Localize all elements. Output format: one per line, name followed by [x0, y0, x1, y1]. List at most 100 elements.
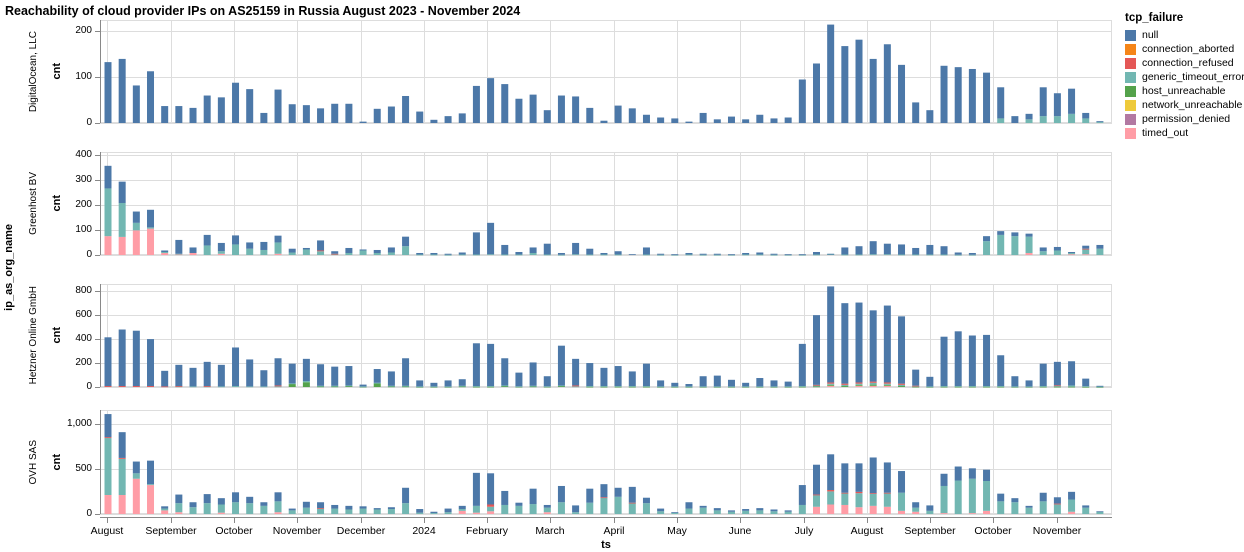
bar-segment-host_unreachable	[883, 384, 891, 386]
bar-segment-null	[572, 96, 580, 123]
y-tick-label: 400	[75, 333, 92, 345]
bar-segment-host_unreachable	[458, 386, 466, 388]
row-label-ovh-sas: OVH SAS	[26, 410, 40, 514]
bar-segment-generic_timeout_error	[1082, 249, 1090, 255]
bar-segment-generic_timeout_error	[175, 503, 183, 513]
bar-segment-generic_timeout_error	[572, 254, 580, 256]
bar-segment-null	[713, 375, 721, 387]
bar-segment-null	[586, 488, 594, 503]
bar-segment-null	[260, 112, 268, 123]
legend: tcp_failure null connection_aborted connec…	[1125, 12, 1244, 142]
bar-segment-generic_timeout_error	[926, 386, 934, 388]
legend-item-connection-aborted: connection_aborted	[1125, 44, 1243, 55]
bar-segment-generic_timeout_error	[458, 509, 466, 511]
bar-segment-connection_refused	[827, 382, 835, 384]
bar-segment-timed_out	[487, 511, 495, 514]
bar-segment-null	[841, 303, 849, 384]
bar-segment-null	[515, 98, 523, 123]
bar-segment-null	[1039, 492, 1047, 502]
bar-segment-null	[586, 107, 594, 123]
bar-segment-generic_timeout_error	[302, 381, 310, 383]
bar-segment-timed_out	[132, 478, 140, 514]
bar-segment-timed_out	[161, 510, 169, 514]
bar-segment-generic_timeout_error	[331, 385, 339, 387]
bar-segment-generic_timeout_error	[898, 254, 906, 256]
legend-item-connection-refused: connection_refused	[1125, 58, 1243, 69]
x-tick-label: February	[465, 525, 509, 537]
bar-segment-null	[600, 120, 608, 123]
legend-items: null connection_aborted connection_refused…	[1125, 30, 1244, 139]
bar-segment-null	[1011, 498, 1019, 503]
bar-segment-generic_timeout_error	[444, 386, 452, 388]
bar-segment-generic_timeout_error	[288, 252, 296, 255]
legend-item-permission-denied: permission_denied	[1125, 114, 1243, 125]
bar-segment-null	[1025, 233, 1033, 237]
bar-segment-null	[288, 104, 296, 123]
bar-segment-generic_timeout_error	[869, 493, 877, 506]
bar-segment-null	[756, 252, 764, 255]
legend-swatch-icon	[1125, 72, 1136, 83]
x-tick-label: May	[667, 525, 687, 537]
bar-segment-generic_timeout_error	[1025, 119, 1033, 123]
bar-segment-generic_timeout_error	[983, 386, 991, 387]
bar-segment-generic_timeout_error	[1068, 499, 1076, 512]
panel-greenhost-bv	[95, 152, 1112, 256]
legend-swatch-icon	[1125, 30, 1136, 41]
bar-segment-null	[713, 508, 721, 511]
bar-segment-generic_timeout_error	[232, 244, 240, 255]
bar-segment-null	[274, 492, 282, 502]
bar-segment-null	[444, 508, 452, 513]
bar-segment-null	[189, 367, 197, 387]
bar-segment-null	[1068, 491, 1076, 500]
x-axis-tick	[424, 518, 425, 523]
bar-segment-generic_timeout_error	[132, 473, 140, 479]
bar-segment-generic_timeout_error	[1053, 385, 1061, 387]
bar-segment-null	[727, 510, 735, 512]
bar-segment-null	[232, 347, 240, 387]
bar-segment-generic_timeout_error	[458, 254, 466, 256]
legend-swatch-icon	[1125, 114, 1136, 125]
bar-segment-null	[317, 240, 325, 251]
x-axis-tick	[867, 518, 868, 523]
bar-segment-null	[614, 251, 622, 255]
bar-segment-null	[813, 464, 820, 495]
bar-segment-generic_timeout_error	[997, 234, 1005, 255]
bar-segment-generic_timeout_error	[487, 386, 495, 387]
bar-segment-null	[600, 252, 608, 255]
bar-segment-null	[642, 497, 650, 504]
bar-segment-null	[954, 67, 962, 123]
bar-segment-generic_timeout_error	[317, 508, 325, 514]
bar-segment-null	[1082, 245, 1090, 249]
bar-segment-timed_out	[118, 495, 126, 514]
bar-segment-null	[997, 355, 1005, 387]
bar-segment-null	[614, 105, 622, 123]
bar-segment-timed_out	[869, 505, 877, 514]
bar-segment-null	[345, 103, 353, 123]
bar-segment-null	[487, 473, 495, 505]
bar-segment-generic_timeout_error	[373, 382, 381, 384]
x-tick-label: April	[603, 525, 625, 537]
bar-segment-generic_timeout_error	[983, 480, 991, 511]
bar-segment-null	[699, 112, 707, 123]
bar-segment-generic_timeout_error	[161, 251, 169, 253]
bar-segment-null	[869, 310, 877, 382]
bar-segment-generic_timeout_error	[827, 383, 835, 385]
x-axis-tick	[550, 518, 551, 523]
bar-segment-generic_timeout_error	[883, 254, 891, 256]
x-tick-label: August	[850, 525, 884, 537]
bar-segment-connection_refused	[813, 494, 820, 496]
bar-segment-generic_timeout_error	[572, 386, 580, 388]
bar-segment-null	[217, 97, 225, 123]
bar-segment-null	[331, 103, 339, 123]
bar-segment-generic_timeout_error	[685, 254, 693, 256]
bar-segment-null	[1025, 505, 1033, 508]
bar-segment-null	[1025, 113, 1033, 120]
bar-segment-generic_timeout_error	[387, 385, 395, 387]
bar-segment-generic_timeout_error	[1082, 507, 1090, 514]
bar-segment-null	[161, 250, 169, 252]
bar-segment-host_unreachable	[600, 386, 608, 388]
bar-segment-timed_out	[274, 512, 282, 514]
bar-segment-null	[557, 485, 565, 503]
bar-segment-generic_timeout_error	[869, 254, 877, 256]
bar-segment-generic_timeout_error	[557, 254, 565, 256]
